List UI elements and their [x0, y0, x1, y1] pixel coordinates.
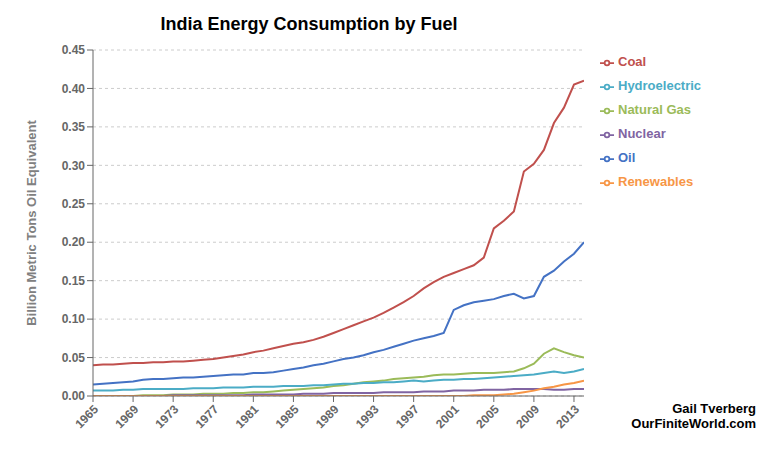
svg-text:0.00: 0.00	[62, 389, 86, 403]
html-text:Coal: Coal	[618, 54, 647, 69]
html-text:Renewables: Renewables	[618, 174, 694, 189]
svg-text:1969: 1969	[112, 402, 141, 431]
svg-text:2013: 2013	[553, 402, 582, 431]
svg-text:0.05: 0.05	[62, 351, 86, 365]
svg-text:0.45: 0.45	[62, 43, 86, 57]
html-text:Hydroelectric: Hydroelectric	[618, 78, 702, 93]
svg-text:0.35: 0.35	[62, 120, 86, 134]
svg-text:0.30: 0.30	[62, 159, 86, 173]
svg-text:1985: 1985	[273, 402, 302, 431]
svg-text:1973: 1973	[153, 402, 182, 431]
html-text:Oil: Oil	[618, 150, 636, 165]
svg-text:2005: 2005	[473, 402, 502, 431]
svg-text:Billion Metric Tons Oil Equiva: Billion Metric Tons Oil Equivalent	[24, 120, 39, 326]
html-text:Natural Gas: Natural Gas	[618, 102, 691, 117]
svg-text:1993: 1993	[353, 402, 382, 431]
svg-text:1977: 1977	[193, 402, 222, 431]
svg-text:1989: 1989	[313, 402, 342, 431]
svg-text:0.10: 0.10	[62, 312, 86, 326]
svg-text:2001: 2001	[433, 402, 462, 431]
svg-text:1965: 1965	[72, 402, 101, 431]
svg-text:0.20: 0.20	[62, 235, 86, 249]
svg-text:1981: 1981	[233, 402, 262, 431]
svg-text:0.25: 0.25	[62, 197, 86, 211]
svg-text:0.15: 0.15	[62, 274, 86, 288]
svg-text:0.40: 0.40	[62, 82, 86, 96]
svg-text:2009: 2009	[513, 402, 542, 431]
html-text:Nuclear: Nuclear	[618, 126, 666, 141]
html-text:India Energy Consumption by Fu: India Energy Consumption by Fuel	[160, 14, 458, 34]
svg-text:1997: 1997	[393, 402, 422, 431]
html-text:Gail Tverberg OurFiniteWorld.c: Gail Tverberg OurFiniteWorld.com	[631, 401, 756, 431]
